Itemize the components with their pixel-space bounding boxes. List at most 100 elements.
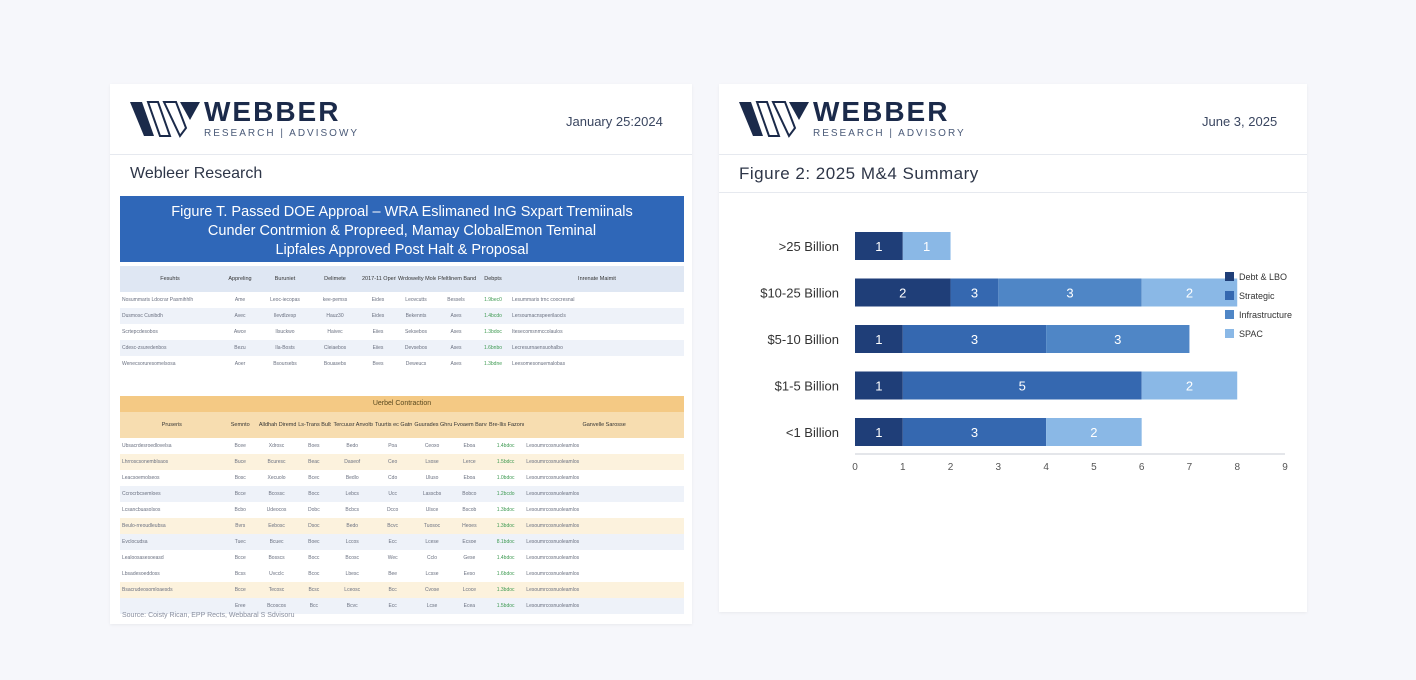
table1-cell: Lecresurnaensuohalbo — [510, 340, 684, 356]
report-date: January 25:2024 — [566, 114, 663, 129]
bar-segment — [855, 418, 903, 446]
table2-cell: Bcoscos — [256, 598, 297, 614]
table2-header-cell: Guurades Ghruvlse — [412, 412, 452, 438]
table1-cell: Itesecomsnmccolaulos — [512, 329, 563, 335]
legend-label: Infrastructure — [1239, 310, 1292, 320]
table1-cell: Eiies — [360, 340, 396, 356]
table2-cell: Cdo — [388, 475, 398, 481]
bar-data-label: 3 — [1114, 332, 1121, 347]
table1-header-cell: Debpts — [476, 266, 510, 292]
table1-cell: Seksebos — [405, 329, 427, 335]
logo-tagline: RESEARCH | ADVISORY — [813, 128, 966, 139]
table2-cell: Bosc — [234, 475, 246, 481]
table2-cell: Bcce — [234, 555, 246, 561]
table2-cell: Lealoosasesoeasd — [122, 555, 164, 561]
table2-cell: 1.5bdcc — [486, 454, 525, 470]
table2-cell: Lebcs — [331, 486, 373, 502]
table2-cell: Ulsce — [425, 507, 439, 513]
table1-cell: Scrtepcdesobos — [122, 329, 158, 335]
table2-cell: Bvrs — [223, 518, 257, 534]
table2-cell: 1.3bdoc — [496, 507, 515, 513]
table2-cell: Lesoumrcosnuoleamlos — [524, 454, 684, 470]
bar-data-label: 1 — [875, 239, 882, 254]
table2-row: Lbsadesoeddoss Bcss Uvcclc Bcoc Lbesc Bee Lcss… — [120, 566, 684, 582]
table1-cell: Ases — [450, 329, 462, 335]
table2-cell: Tuosoc — [412, 518, 452, 534]
table1-cell: Leesomesonuemalobas — [512, 361, 566, 367]
x-tick-label: 5 — [1091, 462, 1097, 473]
table2-cell: Bscob — [462, 507, 477, 513]
table2-cell: Gese — [463, 555, 476, 561]
table2-cell: Bcossc — [256, 486, 297, 502]
table1-header-cell: Wrdowelty Moler-Ric — [396, 266, 436, 292]
table2-cell: Bcvc — [372, 518, 413, 534]
table2-cell: Udeocos — [266, 507, 287, 513]
x-tick-label: 3 — [996, 462, 1002, 473]
category-label: $5-10 Billion — [767, 332, 839, 347]
table1-cell: 1.4bcdo — [476, 308, 510, 324]
bar-data-label: 2 — [1090, 425, 1097, 440]
table2-row: Ubsacrdesroedlovelsa Bcee Xdrosc Boes Bedo Po… — [120, 438, 684, 454]
table2-cell: 1.3bdoc — [486, 518, 525, 534]
x-tick-label: 4 — [1043, 462, 1049, 473]
legend-label: SPAC — [1239, 329, 1263, 339]
table2-cell: Bcee — [234, 443, 246, 449]
table2-cell: Dobc — [308, 507, 320, 513]
table2-header-cell: Ganvelle Sarosse — [524, 412, 684, 438]
table1-cell: 1.3bdne — [483, 361, 503, 367]
table2-cell: Cvose — [412, 582, 452, 598]
table1-row: Dusmosc Cunibdh Avec Ilevdlzesp Hauz30 Eides… — [120, 308, 684, 324]
table2-header-cell: Tuurtis ec Gatrudes — [372, 412, 413, 438]
table1-cell: 1.9bec0 — [484, 297, 502, 303]
table2-cell: 1.2bcdo — [486, 486, 525, 502]
table1-cell: Hauz30 — [310, 308, 360, 324]
table2-cell: Lceosc — [331, 582, 373, 598]
table1-cell: Leovcutts — [405, 297, 427, 303]
table2-header-cell: Ls-Trans Bulbed — [296, 412, 332, 438]
table1-cell: kee-pemss — [322, 297, 348, 303]
table2-cell: Lcsse — [425, 571, 439, 577]
table2-cell: 1.5bdoc — [486, 598, 525, 614]
table1-cell: Aoer — [234, 361, 246, 367]
table2-cell: Bedlo — [345, 475, 359, 481]
figure-divider — [719, 192, 1307, 193]
table1-cell: Ilevdlzesp — [260, 308, 310, 324]
table1-header-cell: Inrenate Maimit — [510, 266, 684, 292]
category-label: $10-25 Billion — [760, 286, 839, 301]
bar-data-label: 1 — [875, 332, 882, 347]
table1-cell: Awce — [233, 329, 247, 335]
bar-data-label: 3 — [971, 286, 978, 301]
bar-data-label: 3 — [1066, 286, 1073, 301]
header-divider — [110, 154, 692, 155]
x-tick-label: 6 — [1139, 462, 1145, 473]
table2-cell: Lccos — [331, 534, 373, 550]
table2-cell: Lcsancbuasolsos — [122, 507, 161, 513]
table2-cell: Bcbo — [234, 507, 246, 513]
table2-cell: Ecc — [372, 598, 413, 614]
table2-row: Leacsoemolseos Bosc Xecuolo Bcec Bedlo Cdo Ulu… — [120, 470, 684, 486]
table2-cell: Lcoce — [451, 582, 487, 598]
table2-cell: Boes — [308, 443, 320, 449]
left-report-panel: WEBBER RESEARCH | ADVISOWY January 25:20… — [110, 84, 692, 624]
table1-cell: Ilsuckwo — [275, 329, 295, 335]
table2-cell: Poa — [388, 443, 398, 449]
table2-cell: Lesoumrcosnuoleamlos — [526, 507, 580, 513]
table1-header-cell: Delimete — [310, 266, 360, 292]
report-subhead: Webleer Research — [130, 165, 263, 182]
table2-cell: Lesoumrcosnuoleamlos — [524, 486, 684, 502]
table1-cell: Cdesc-zsuredenbos — [120, 340, 220, 356]
table2-cell: Bcc — [372, 582, 413, 598]
table2-cell: Eree — [223, 598, 257, 614]
table2-cell: Xdrosc — [268, 443, 285, 449]
bar-segment — [902, 418, 1047, 446]
report-date: June 3, 2025 — [1202, 114, 1278, 129]
table2-cell — [120, 598, 224, 614]
table2-cell: Uluso — [425, 475, 439, 481]
category-label: <1 Billion — [786, 425, 839, 440]
table2-cell: Eboa — [463, 443, 476, 449]
table2-cell: Lcse — [412, 598, 452, 614]
logo-name: WEBBER — [813, 96, 950, 127]
table2-cell: Bosscs — [268, 555, 285, 561]
table2-row: Lhrroscsonemblsaos Buce Bcuresc Beac Daseof C… — [120, 454, 684, 470]
table2-cell: Bcce — [223, 582, 257, 598]
